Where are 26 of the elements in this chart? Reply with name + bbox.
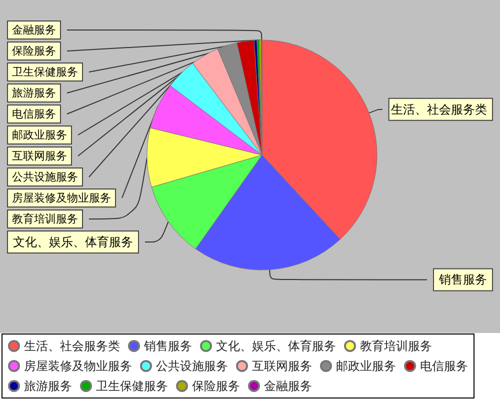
slice-label: 互联网服务	[12, 150, 67, 162]
slice-label: 卫生保健服务	[12, 66, 78, 78]
legend-label: 保险服务	[192, 379, 240, 393]
slice-label: 文化、娱乐、体育服务	[13, 235, 133, 249]
legend-label: 文化、娱乐、体育服务	[216, 339, 336, 353]
legend-label: 卫生保健服务	[96, 379, 168, 393]
legend-label: 金融服务	[264, 379, 312, 393]
legend-label: 公共设施服务	[156, 359, 228, 373]
legend-label: 电信服务	[420, 359, 468, 373]
slice-label: 销售服务	[438, 272, 487, 287]
legend-label: 互联网服务	[252, 359, 312, 373]
legend-label: 销售服务	[143, 339, 192, 353]
slice-label: 邮政业服务	[12, 128, 67, 142]
legend-label: 房屋装修及物业服务	[24, 359, 132, 373]
slice-label: 公共设施服务	[12, 170, 78, 184]
legend-label: 旅游服务	[24, 379, 72, 393]
slice-label: 生活、社会服务类	[391, 102, 487, 116]
slice-label: 教育培训服务	[12, 212, 78, 226]
slice-label: 房屋装修及物业服务	[12, 192, 111, 204]
slice-label: 旅游服务	[12, 86, 56, 100]
legend-label: 邮政业服务	[336, 359, 396, 373]
slice-label: 电信服务	[12, 108, 56, 120]
slice-label: 金融服务	[12, 24, 56, 36]
legend-label: 教育培训服务	[360, 339, 432, 353]
slice-label: 保险服务	[12, 44, 56, 58]
legend-label: 生活、社会服务类	[24, 339, 120, 353]
